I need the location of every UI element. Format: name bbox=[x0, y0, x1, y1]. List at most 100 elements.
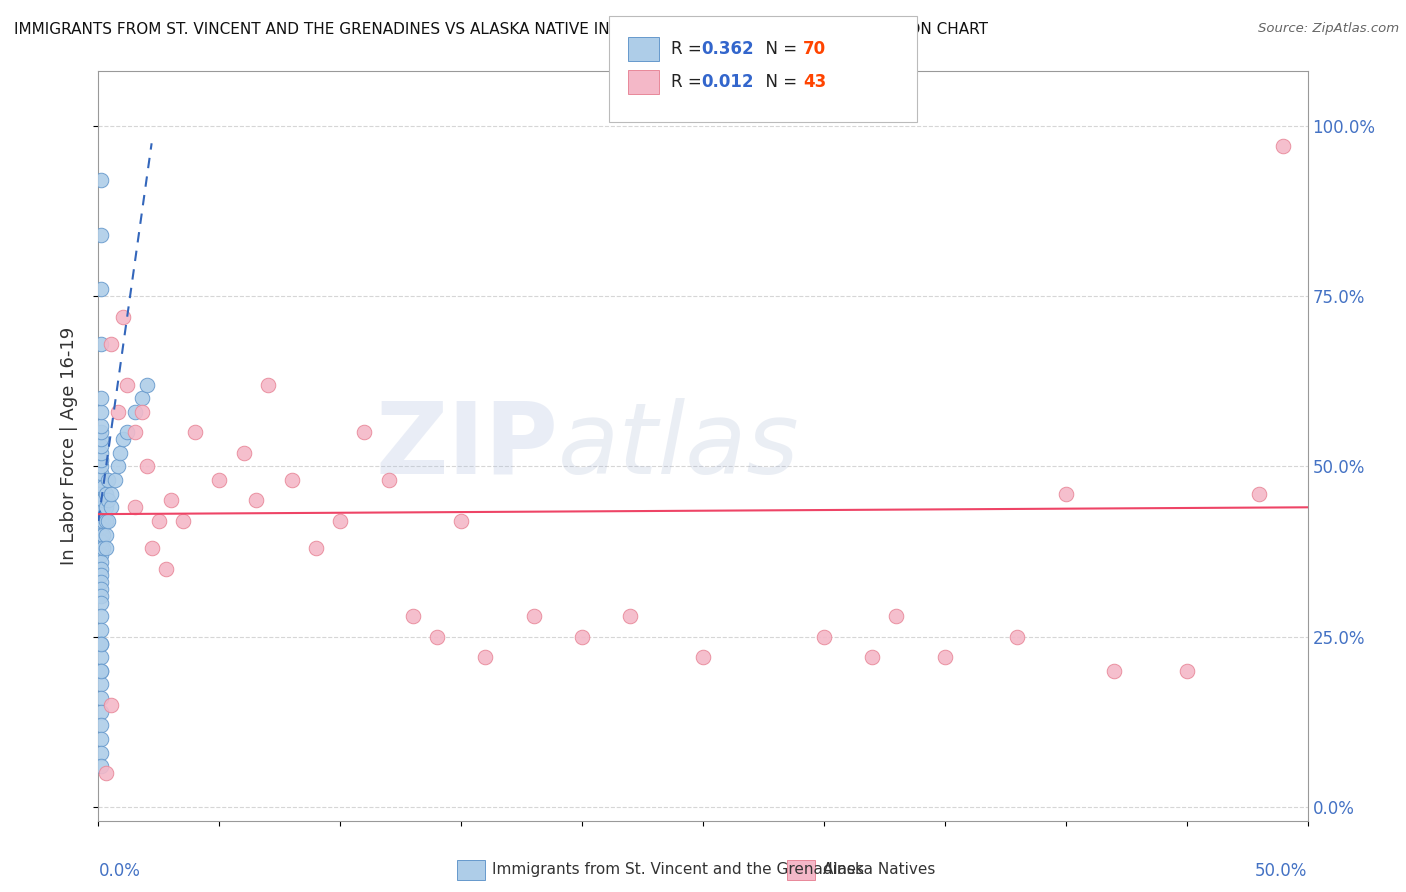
Point bbox=[90, 589, 112, 603]
Point bbox=[90, 677, 112, 691]
Point bbox=[90, 405, 112, 419]
Text: R =: R = bbox=[671, 40, 707, 58]
Point bbox=[91, 541, 114, 556]
Point bbox=[571, 630, 593, 644]
Point bbox=[135, 459, 157, 474]
Text: 0.362: 0.362 bbox=[702, 40, 754, 58]
Point bbox=[111, 432, 134, 446]
Point bbox=[94, 541, 117, 556]
Point bbox=[135, 377, 157, 392]
Point bbox=[91, 500, 114, 515]
Point bbox=[90, 480, 112, 494]
Point bbox=[90, 507, 112, 521]
Point bbox=[90, 534, 112, 549]
Text: Immigrants from St. Vincent and the Grenadines: Immigrants from St. Vincent and the Gren… bbox=[492, 863, 865, 877]
Point bbox=[124, 405, 146, 419]
Point bbox=[160, 493, 183, 508]
Point bbox=[100, 336, 122, 351]
Point bbox=[90, 568, 112, 582]
Point bbox=[184, 425, 207, 440]
Point bbox=[90, 596, 112, 610]
Point bbox=[90, 759, 112, 773]
Point bbox=[90, 418, 112, 433]
Point bbox=[305, 541, 328, 556]
Point bbox=[90, 705, 112, 719]
Point bbox=[155, 561, 177, 575]
Point bbox=[94, 486, 117, 500]
Point bbox=[934, 650, 956, 665]
Point bbox=[402, 609, 425, 624]
Point bbox=[100, 486, 122, 500]
Point bbox=[90, 439, 112, 453]
Point bbox=[91, 527, 114, 541]
Text: atlas: atlas bbox=[558, 398, 800, 494]
Point bbox=[1054, 486, 1077, 500]
Point bbox=[90, 636, 112, 650]
Text: 0.012: 0.012 bbox=[702, 73, 754, 91]
Point bbox=[107, 405, 129, 419]
Text: Source: ZipAtlas.com: Source: ZipAtlas.com bbox=[1258, 22, 1399, 36]
Point bbox=[90, 541, 112, 556]
Point bbox=[523, 609, 546, 624]
Point bbox=[100, 698, 122, 712]
Point bbox=[131, 392, 153, 406]
Point bbox=[1249, 486, 1271, 500]
Point bbox=[1175, 664, 1198, 678]
Point bbox=[90, 425, 112, 440]
Point bbox=[232, 446, 254, 460]
Point bbox=[90, 636, 112, 650]
Point bbox=[97, 473, 120, 487]
Point bbox=[90, 452, 112, 467]
Point bbox=[90, 561, 112, 575]
Text: 0.0%: 0.0% bbox=[98, 862, 141, 880]
Point bbox=[245, 493, 267, 508]
Point bbox=[90, 718, 112, 732]
Point bbox=[1102, 664, 1125, 678]
Point bbox=[886, 609, 908, 624]
Point bbox=[90, 467, 112, 481]
Point bbox=[90, 746, 112, 760]
Point bbox=[619, 609, 641, 624]
Point bbox=[141, 541, 163, 556]
Point bbox=[90, 527, 112, 541]
Point bbox=[117, 377, 139, 392]
Point bbox=[90, 623, 112, 637]
Point bbox=[90, 500, 112, 515]
Point bbox=[90, 473, 112, 487]
Point bbox=[90, 336, 112, 351]
Point bbox=[813, 630, 835, 644]
Point bbox=[90, 432, 112, 446]
Point bbox=[94, 527, 117, 541]
Point bbox=[692, 650, 714, 665]
Point bbox=[90, 555, 112, 569]
Point bbox=[108, 446, 131, 460]
Text: 50.0%: 50.0% bbox=[1256, 862, 1308, 880]
Point bbox=[1007, 630, 1029, 644]
Point bbox=[91, 493, 114, 508]
Point bbox=[111, 310, 134, 324]
Point bbox=[148, 514, 170, 528]
Text: N =: N = bbox=[755, 73, 803, 91]
Point bbox=[450, 514, 472, 528]
Point bbox=[90, 493, 112, 508]
Point bbox=[90, 691, 112, 706]
Text: IMMIGRANTS FROM ST. VINCENT AND THE GRENADINES VS ALASKA NATIVE IN LABOR FORCE |: IMMIGRANTS FROM ST. VINCENT AND THE GREN… bbox=[14, 22, 988, 38]
Point bbox=[90, 521, 112, 535]
Point bbox=[90, 664, 112, 678]
Point bbox=[131, 405, 153, 419]
Point bbox=[256, 377, 278, 392]
Point bbox=[97, 514, 120, 528]
Point bbox=[860, 650, 883, 665]
Point bbox=[107, 459, 129, 474]
Point bbox=[90, 446, 112, 460]
Point bbox=[90, 173, 112, 187]
Point bbox=[90, 392, 112, 406]
Point bbox=[426, 630, 449, 644]
Text: 70: 70 bbox=[803, 40, 825, 58]
Text: N =: N = bbox=[755, 40, 803, 58]
Point bbox=[100, 500, 122, 515]
Point bbox=[329, 514, 352, 528]
Point bbox=[474, 650, 496, 665]
Text: Alaska Natives: Alaska Natives bbox=[823, 863, 935, 877]
Point bbox=[208, 473, 231, 487]
